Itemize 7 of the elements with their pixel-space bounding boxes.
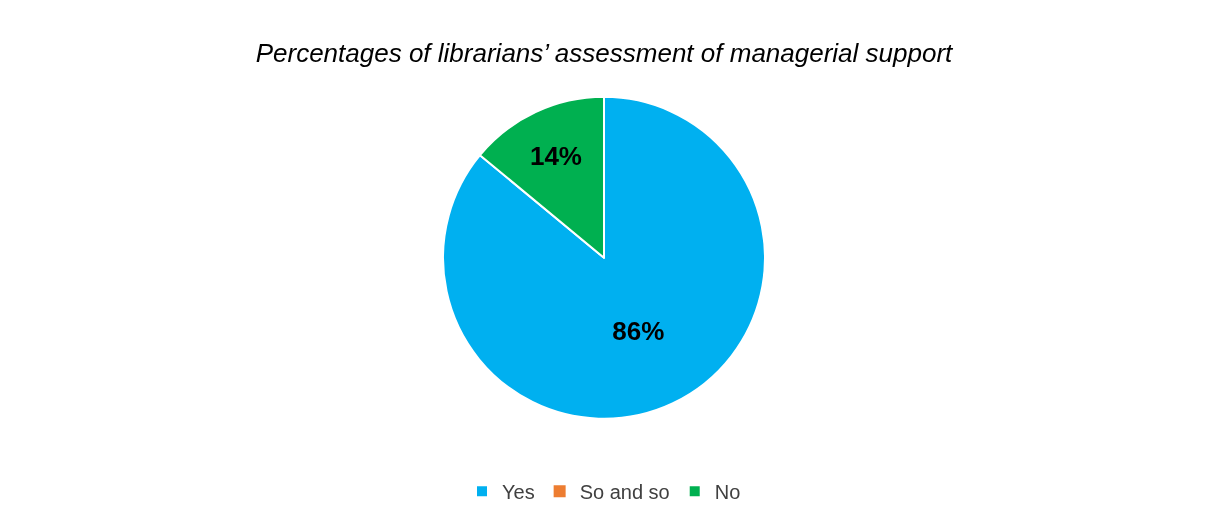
legend-label: So and so bbox=[579, 481, 670, 504]
data-label: 86% bbox=[612, 315, 665, 346]
data-label: 14% bbox=[529, 140, 582, 171]
chart-title: Percentages of librarians’ assessment of managerial support bbox=[255, 38, 955, 69]
legend-label: Yes bbox=[502, 481, 535, 504]
legend-label: No bbox=[714, 481, 741, 504]
pie-slice bbox=[442, 95, 766, 420]
